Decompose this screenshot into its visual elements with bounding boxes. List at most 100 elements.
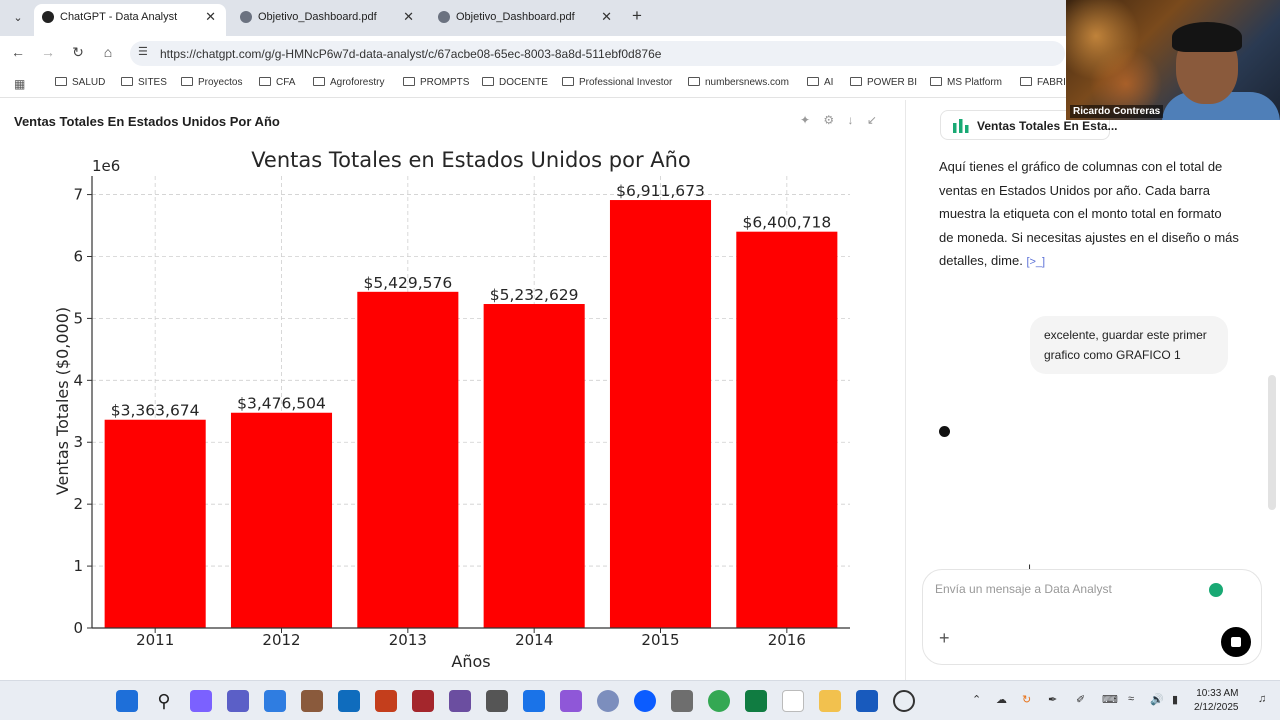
tab-pdf-2[interactable]: Objetivo_Dashboard.pdf ✕ [430, 4, 622, 36]
chatgpt-app-icon[interactable] [893, 690, 915, 712]
pen-icon[interactable]: ✒ [1048, 694, 1058, 706]
y-axis-label: Ventas Totales ($0,000) [53, 307, 72, 495]
message-input[interactable] [935, 582, 1205, 596]
cloud-icon[interactable]: ☁ [996, 694, 1007, 706]
bookmark-folder[interactable]: DOCENTE [482, 77, 548, 88]
x-tick-label: 2012 [262, 631, 300, 649]
tab-search-chevron-icon[interactable]: ⌄ [13, 12, 23, 24]
close-icon[interactable]: ✕ [205, 9, 216, 24]
word-icon[interactable] [856, 690, 878, 712]
bookmark-folder[interactable]: SITES [121, 77, 167, 88]
apps-grid-icon[interactable]: ▦ [14, 77, 26, 91]
keyboard-icon[interactable]: ⌨ [1102, 694, 1118, 706]
chart-title: Ventas Totales en Estados Unidos por Año [251, 148, 691, 172]
y-tick-label: 5 [73, 309, 83, 327]
home-icon[interactable]: ⌂ [103, 44, 113, 60]
stop-generating-button[interactable] [1221, 627, 1251, 657]
sync-icon[interactable]: ↻ [1022, 694, 1032, 706]
new-tab-icon[interactable]: + [632, 6, 642, 25]
back-icon[interactable]: ← [11, 44, 25, 60]
outlook-new-icon[interactable] [523, 690, 545, 712]
windows-start-icon[interactable] [116, 690, 138, 712]
interactive-chart-icon[interactable]: ✦ [800, 113, 811, 127]
calendar-icon[interactable] [264, 690, 286, 712]
bookmark-folder[interactable]: Professional Investor [562, 77, 672, 88]
app-icon[interactable] [301, 690, 323, 712]
site-info-icon[interactable]: ☰ [138, 46, 148, 58]
assistant-message-text: Aquí tienes el gráfico de columnas con e… [939, 159, 1239, 268]
video-editor-icon[interactable] [560, 690, 582, 712]
folder-icon [313, 77, 325, 86]
assistant-message: Aquí tienes el gráfico de columnas con e… [939, 155, 1239, 275]
bookmark-folder[interactable]: SALUD [55, 77, 105, 88]
folder-icon [181, 77, 193, 86]
bar-2012 [230, 412, 333, 628]
bar-value-label: $6,400,718 [742, 214, 831, 232]
volume-icon[interactable]: 🔊 [1150, 694, 1164, 706]
powerpoint-icon[interactable] [375, 690, 397, 712]
access-icon[interactable] [412, 690, 434, 712]
reload-icon[interactable]: ↻ [72, 44, 84, 60]
chrome-icon[interactable] [708, 690, 730, 712]
taskbar: ⚲ ⌃ ☁ ↻ ✒ ✐ ⌨ ≈ 🔊 ▮ 10:33 AM 2/12/2025 ♫ [0, 680, 1280, 720]
chevron-up-icon[interactable]: ⌃ [972, 694, 982, 706]
tab-pdf-1[interactable]: Objetivo_Dashboard.pdf ✕ [232, 4, 424, 36]
bar-value-label: $5,429,576 [363, 274, 452, 292]
y-tick-label: 1 [73, 557, 83, 575]
panel-divider [905, 100, 906, 680]
url-input[interactable]: ☰ https://chatgpt.com/g/g-HMNcP6w7d-data… [130, 41, 1065, 66]
chat-scrollbar[interactable] [1268, 375, 1276, 510]
bookmark-folder[interactable]: MS Platform [930, 77, 1002, 88]
bookmark-folder[interactable]: FABRIC [1020, 77, 1073, 88]
bookmark-folder[interactable]: POWER BI [850, 77, 917, 88]
outlook-icon[interactable] [338, 690, 360, 712]
settings-icon[interactable] [486, 690, 508, 712]
notepad-icon[interactable] [782, 690, 804, 712]
bookmark-folder[interactable]: CFA [259, 77, 295, 88]
copilot-icon[interactable] [190, 690, 212, 712]
zoom-icon[interactable] [634, 690, 656, 712]
excel-icon[interactable] [745, 690, 767, 712]
wifi-icon[interactable]: ≈ [1128, 693, 1135, 705]
tab-chatgpt[interactable]: ChatGPT - Data Analyst ✕ [34, 4, 226, 36]
folder-icon [562, 77, 574, 86]
bar-value-label: $6,911,673 [616, 182, 705, 200]
bookmark-folder[interactable]: Agroforestry [313, 77, 384, 88]
y-tick-labels: 0 1 2 3 4 5 6 7 [73, 186, 92, 637]
folder-icon [403, 77, 415, 86]
teams-icon[interactable] [227, 690, 249, 712]
notifications-bell-icon[interactable]: ♫ [1258, 693, 1267, 705]
search-icon[interactable]: ⚲ [157, 691, 171, 711]
r-language-icon[interactable] [597, 690, 619, 712]
calculator-icon[interactable] [671, 690, 693, 712]
taskbar-clock[interactable]: 10:33 AM 2/12/2025 [1194, 687, 1239, 715]
x-tick-labels: 2011 2012 2013 2014 2015 2016 [136, 628, 806, 649]
clock-date: 2/12/2025 [1194, 702, 1239, 713]
bookmark-folder[interactable]: Proyectos [181, 77, 242, 88]
folder-icon [807, 77, 819, 86]
folder-icon [1020, 77, 1032, 86]
tab-label: Objetivo_Dashboard.pdf [258, 11, 377, 23]
close-icon[interactable]: ✕ [601, 9, 612, 24]
code-source-link[interactable]: [>_] [1026, 256, 1046, 268]
close-icon[interactable]: ✕ [403, 9, 414, 24]
webcam-name-label: Ricardo Contreras [1070, 105, 1164, 118]
bar-value-label: $3,363,674 [111, 402, 200, 420]
collapse-icon[interactable]: ↙ [866, 113, 877, 127]
bookmark-folder[interactable]: AI [807, 77, 833, 88]
feather-icon[interactable]: ✐ [1076, 694, 1086, 706]
y-tick-label: 6 [73, 247, 83, 265]
bookmark-folder[interactable]: numbersnews.com [688, 77, 789, 88]
download-icon[interactable]: ↓ [847, 113, 854, 127]
bar-chart-icon [953, 119, 969, 133]
chart-attachment-chip[interactable]: Ventas Totales En Esta... [940, 110, 1118, 140]
battery-icon[interactable]: ▮ [1172, 694, 1179, 706]
chip-label: Ventas Totales En Esta... [977, 119, 1118, 133]
attach-plus-icon[interactable]: + [939, 628, 950, 648]
bookmark-folder[interactable]: PROMPTS [403, 77, 469, 88]
forward-icon[interactable]: → [41, 44, 55, 60]
file-explorer-icon[interactable] [819, 690, 841, 712]
chart-settings-icon[interactable]: ⚙ [823, 113, 835, 127]
snipping-tool-icon[interactable] [449, 690, 471, 712]
grammarly-icon[interactable] [1209, 583, 1223, 597]
